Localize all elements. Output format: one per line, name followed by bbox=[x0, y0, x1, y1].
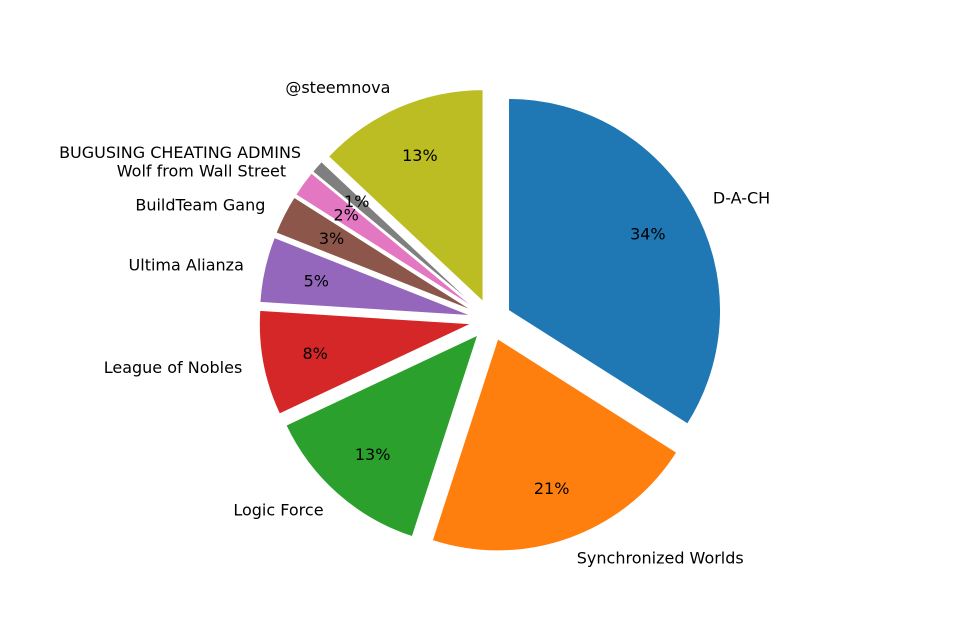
pie-labels: 34% D-A-CH 21% Synchronized Worlds 13% Logic … bbox=[59, 78, 770, 568]
pie-slice-4 bbox=[259, 236, 472, 317]
pie-slice-0 bbox=[508, 97, 722, 425]
pie-pct-label-8: 13% bbox=[402, 146, 438, 165]
pie-pct-label-5: 3% bbox=[319, 229, 344, 248]
pie-pct-label-4: 5% bbox=[304, 271, 329, 290]
pie-slices bbox=[258, 89, 722, 552]
pie-category-label-2: Logic Force bbox=[233, 500, 323, 519]
pie-pct-label-6: 2% bbox=[333, 205, 358, 224]
pie-pct-label-3: 8% bbox=[302, 344, 327, 363]
pie-slice-8 bbox=[327, 89, 484, 303]
pie-category-label-6: Wolf from Wall Street bbox=[117, 162, 286, 181]
pie-slice-3 bbox=[258, 309, 472, 415]
pie-slice-5 bbox=[275, 196, 474, 312]
pie-pct-label-2: 13% bbox=[355, 445, 391, 464]
pie-pct-label-7: 1% bbox=[344, 192, 369, 211]
pie-category-label-4: Ultima Alianza bbox=[129, 255, 244, 274]
pie-pct-label-0: 34% bbox=[630, 224, 666, 243]
pie-category-label-7: BUGUSING CHEATING ADMINS bbox=[59, 143, 301, 162]
pie-pct-label-1: 21% bbox=[534, 479, 570, 498]
pie-category-label-8: @steemnova bbox=[285, 78, 390, 97]
pie-category-label-1: Synchronized Worlds bbox=[577, 549, 744, 568]
pie-slice-2 bbox=[285, 334, 479, 538]
pie-category-label-0: D-A-CH bbox=[713, 189, 770, 208]
pie-category-label-5: BuildTeam Gang bbox=[135, 196, 265, 215]
pie-slice-7 bbox=[311, 160, 477, 308]
pie-slice-6 bbox=[295, 172, 476, 309]
pie-category-label-3: League of Nobles bbox=[104, 358, 243, 377]
pie-slice-1 bbox=[431, 338, 678, 552]
